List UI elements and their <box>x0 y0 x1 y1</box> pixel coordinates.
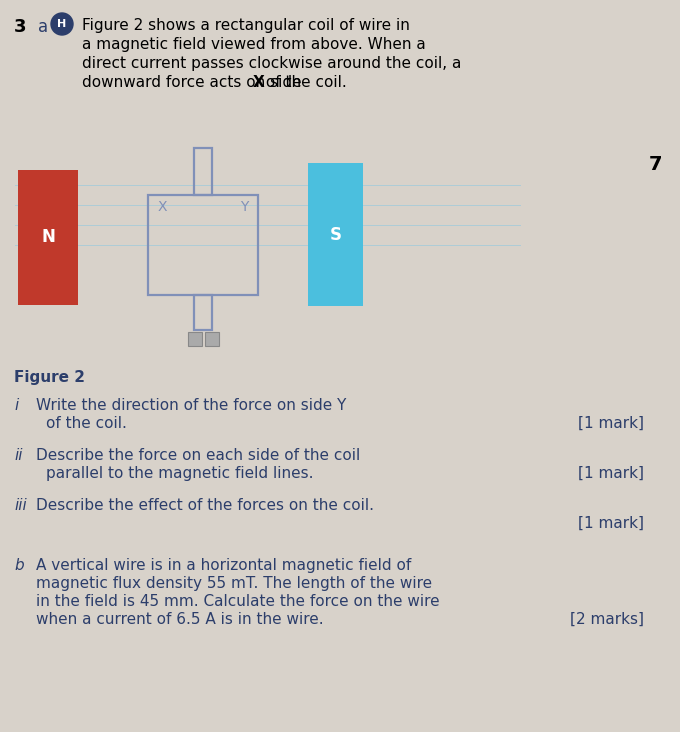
Circle shape <box>51 13 73 35</box>
Text: b: b <box>14 558 24 573</box>
Text: Describe the effect of the forces on the coil.: Describe the effect of the forces on the… <box>36 498 374 513</box>
Text: of the coil.: of the coil. <box>46 416 127 431</box>
Bar <box>205 332 218 346</box>
Text: X: X <box>158 200 167 214</box>
Text: Y: Y <box>239 200 248 214</box>
Text: a magnetic field viewed from above. When a: a magnetic field viewed from above. When… <box>82 37 426 52</box>
Text: downward force acts on side: downward force acts on side <box>82 75 307 90</box>
Text: [1 mark]: [1 mark] <box>578 516 644 531</box>
Text: [2 marks]: [2 marks] <box>570 612 644 627</box>
Text: parallel to the magnetic field lines.: parallel to the magnetic field lines. <box>46 466 313 481</box>
Bar <box>308 163 363 306</box>
Text: S: S <box>330 225 341 244</box>
Bar <box>194 295 212 330</box>
Text: Figure 2 shows a rectangular coil of wire in: Figure 2 shows a rectangular coil of wir… <box>82 18 410 33</box>
Bar <box>194 148 212 195</box>
Text: 7: 7 <box>649 155 662 174</box>
Text: i: i <box>14 398 18 413</box>
Bar <box>148 195 258 295</box>
Text: when a current of 6.5 A is in the wire.: when a current of 6.5 A is in the wire. <box>36 612 324 627</box>
Text: Figure 2: Figure 2 <box>14 370 85 385</box>
Text: [1 mark]: [1 mark] <box>578 466 644 481</box>
Text: iii: iii <box>14 498 27 513</box>
Text: a: a <box>38 18 48 36</box>
Text: N: N <box>41 228 55 247</box>
Text: Describe the force on each side of the coil: Describe the force on each side of the c… <box>36 448 360 463</box>
Text: Write the direction of the force on side Y: Write the direction of the force on side… <box>36 398 346 413</box>
Text: in the field is 45 mm. Calculate the force on the wire: in the field is 45 mm. Calculate the for… <box>36 594 440 609</box>
Text: H: H <box>57 19 67 29</box>
Text: 3: 3 <box>14 18 27 36</box>
Text: X: X <box>253 75 265 90</box>
Text: magnetic flux density 55 mT. The length of the wire: magnetic flux density 55 mT. The length … <box>36 576 432 591</box>
Text: A vertical wire is in a horizontal magnetic field of: A vertical wire is in a horizontal magne… <box>36 558 411 573</box>
Bar <box>188 332 201 346</box>
Bar <box>18 170 78 305</box>
Text: ii: ii <box>14 448 22 463</box>
Text: direct current passes clockwise around the coil, a: direct current passes clockwise around t… <box>82 56 461 71</box>
Text: [1 mark]: [1 mark] <box>578 416 644 431</box>
Text: of the coil.: of the coil. <box>261 75 347 90</box>
